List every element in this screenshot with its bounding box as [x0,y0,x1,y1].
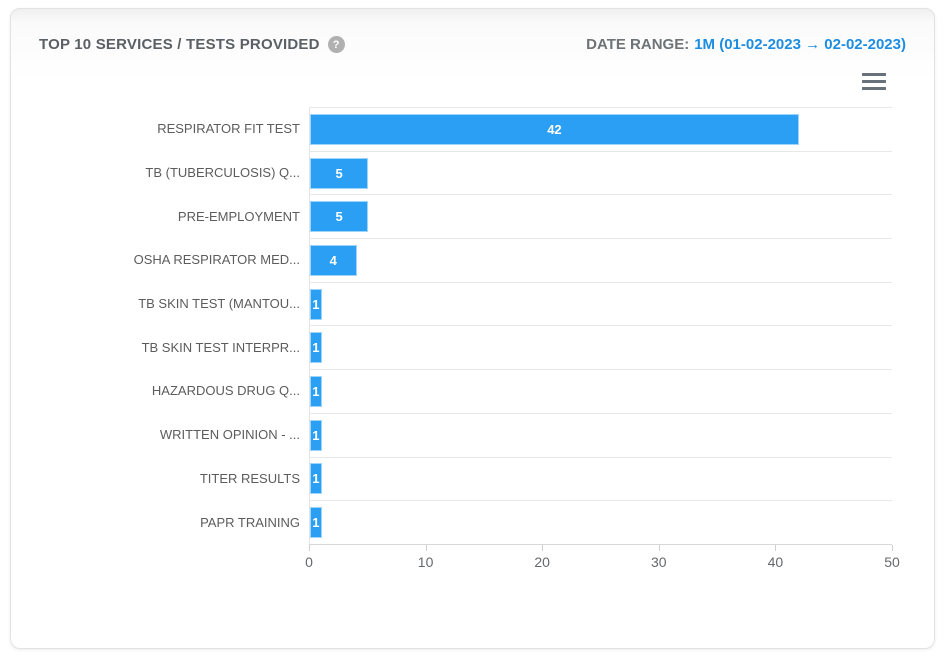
axis-tick [658,544,660,551]
bar[interactable]: 5 [310,157,369,189]
hamburger-line [862,87,886,90]
category-label: PRE-EMPLOYMENT [177,208,300,224]
x-axis-strip: 0 10 20 30 40 50 [305,543,900,578]
axis-tick-label: 10 [417,553,434,570]
category-label: OSHA RESPIRATOR MED... [133,252,300,268]
bar[interactable]: 42 [310,113,799,145]
chart-card: TOP 10 SERVICES / TESTS PROVIDED ? DATE … [10,8,935,649]
axis-tick-label: 20 [534,553,550,570]
bar-track: 42 [309,107,892,151]
hamburger-line [862,73,886,76]
category-label: TB (TUBERCULOSIS) Q... [145,165,300,181]
axis-tick-label: 30 [651,553,667,570]
bar[interactable]: 1 [310,375,322,407]
chart-row: TB (TUBERCULOSIS) Q... 5 [37,150,892,195]
bar-track: 5 [309,150,892,195]
axis-tick [892,544,893,551]
bar[interactable]: 1 [310,507,322,539]
axis-tick [425,544,427,551]
chart-title: TOP 10 SERVICES / TESTS PROVIDED [39,36,320,53]
category-label: RESPIRATOR FIT TEST [157,121,300,137]
bar-track: 1 [309,500,892,544]
bar-track: 1 [309,369,892,413]
axis-tick-label: 40 [767,553,784,570]
bar[interactable]: 1 [310,419,322,451]
bar[interactable]: 1 [310,288,322,320]
chart-rows: RESPIRATOR FIT TEST 42 TB (TUBERCULOSIS) Q… [37,107,892,544]
bar[interactable]: 4 [310,244,357,276]
help-icon[interactable]: ? [327,36,345,53]
bar-track: 5 [309,194,892,239]
bar-value-label: 1 [312,427,320,443]
category-label: PAPR TRAINING [200,514,300,530]
bar[interactable]: 1 [310,463,322,495]
chart-header: TOP 10 SERVICES / TESTS PROVIDED ? DATE … [39,36,906,53]
title-group: TOP 10 SERVICES / TESTS PROVIDED ? [39,36,345,53]
bar-track: 1 [309,456,892,501]
bar-value-label: 1 [312,296,320,312]
category-label: HAZARDOUS DRUG Q... [151,383,300,399]
chart-row: HAZARDOUS DRUG Q... 1 [37,369,892,413]
bar-value-label: 1 [312,383,320,399]
category-label: TITER RESULTS [199,470,300,486]
category-label: TB SKIN TEST INTERPR... [141,339,300,355]
bar-value-label: 1 [312,340,320,356]
chart-row: PRE-EMPLOYMENT 5 [37,194,892,239]
axis-tick-label: 0 [305,553,313,570]
bar-value-label: 5 [335,209,343,225]
axis-tick [775,544,777,551]
bar-value-label: 1 [312,515,320,531]
axis-tick [309,544,310,551]
hamburger-line [862,80,886,83]
bar-track: 4 [309,238,892,282]
bar-chart: RESPIRATOR FIT TEST 42 TB (TUBERCULOSIS) Q… [37,107,900,578]
chart-row: OSHA RESPIRATOR MED... 4 [37,238,892,282]
bar[interactable]: 5 [310,201,369,233]
bar-value-label: 1 [312,471,320,487]
bar-track: 1 [309,281,892,326]
date-range: DATE RANGE: 1M (01-02-2023 → 02-02-2023) [586,36,906,53]
chart-row: TITER RESULTS 1 [37,456,892,501]
bar-value-label: 42 [547,121,562,137]
bar[interactable]: 1 [310,332,322,364]
date-range-label: DATE RANGE: [586,36,690,53]
chart-row: WRITTEN OPINION - ... 1 [37,412,892,457]
category-label: WRITTEN OPINION - ... [159,427,300,443]
x-axis: 0 10 20 30 40 50 [37,543,900,578]
bar-value-label: 4 [329,252,337,268]
category-label: TB SKIN TEST (MANTOU... [138,296,300,312]
chart-row: TB SKIN TEST INTERPR... 1 [37,325,892,370]
x-axis-spacer [37,544,309,578]
bar-track: 1 [309,325,892,370]
bar-value-label: 5 [335,165,343,181]
axis-tick-label: 50 [884,553,900,570]
hamburger-icon[interactable] [862,73,886,90]
date-range-value: 1M (01-02-2023 → 02-02-2023) [694,36,906,53]
bar-track: 1 [309,412,892,457]
chart-row: PAPR TRAINING 1 [37,500,892,544]
chart-row: TB SKIN TEST (MANTOU... 1 [37,281,892,326]
chart-row: RESPIRATOR FIT TEST 42 [37,107,892,151]
axis-tick [542,544,544,551]
